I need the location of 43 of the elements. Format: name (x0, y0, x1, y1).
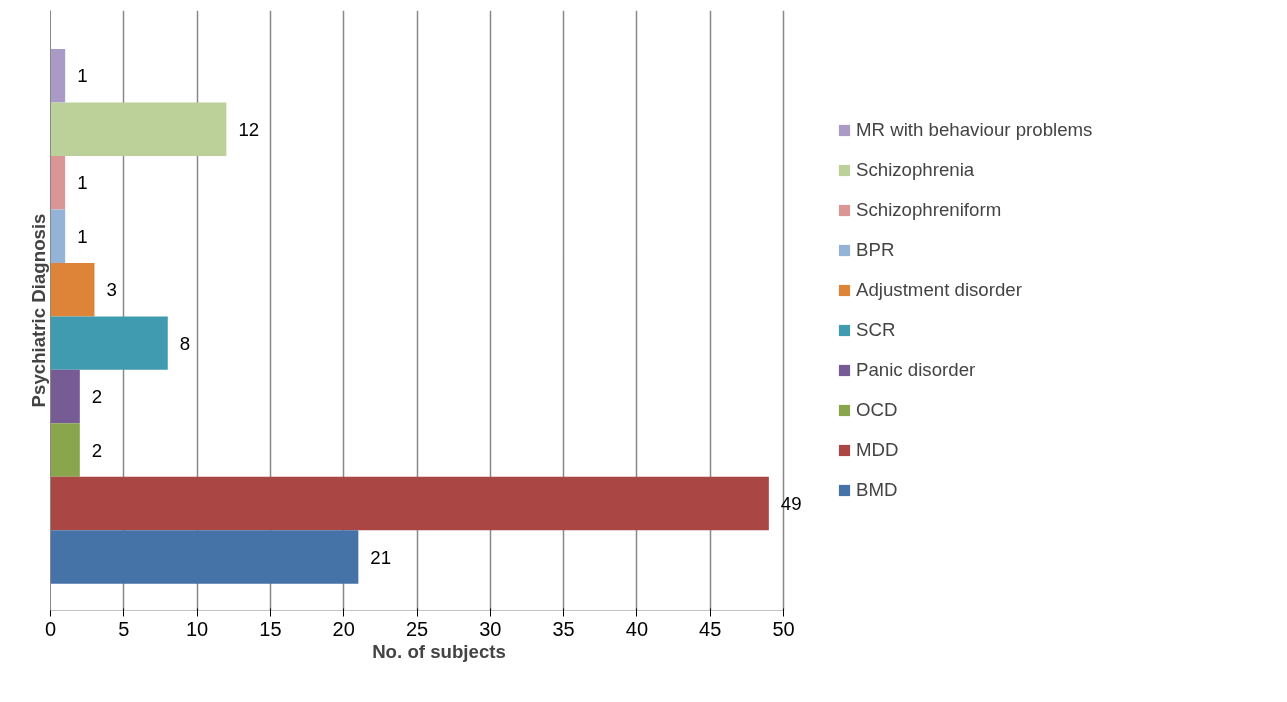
data-label: 49 (780, 493, 802, 515)
legend-label: OCD (856, 399, 898, 421)
data-label: 1 (77, 65, 88, 87)
legend-label: MR with behaviour problems (856, 119, 1093, 141)
data-label: 12 (238, 118, 260, 140)
data-label: 2 (91, 386, 103, 408)
x-tick-label: 25 (405, 617, 429, 640)
legend-label: MDD (856, 439, 899, 461)
legend-label: BMD (856, 479, 898, 501)
x-tick-label: 15 (259, 617, 282, 640)
x-tick-label: 20 (332, 617, 355, 640)
x-tick-label: 30 (479, 617, 502, 640)
legend-label: Schizophrenia (856, 159, 975, 181)
y-axis-title: Psychiatric Diagnosis (27, 213, 49, 408)
data-label: 21 (370, 546, 392, 568)
data-label: 8 (179, 332, 191, 354)
bar (50, 209, 66, 263)
bar (50, 423, 80, 477)
x-tick-label: 45 (699, 617, 722, 640)
legend-label: SCR (856, 319, 896, 341)
data-label: 1 (77, 172, 88, 194)
bar (50, 476, 769, 531)
legend-label: Schizophreniform (856, 199, 1002, 221)
x-tick-label: 10 (185, 617, 209, 640)
bar (50, 530, 359, 584)
x-axis-title: No. of subjects (372, 640, 506, 662)
data-label: 2 (91, 439, 103, 461)
bar (50, 102, 227, 156)
data-label: 3 (106, 279, 117, 301)
bar (50, 316, 168, 370)
bar (50, 369, 80, 424)
legend-label: Panic disorder (856, 359, 976, 381)
data-label: 1 (77, 225, 88, 247)
x-tick-label: 40 (625, 617, 649, 640)
x-tick-label: 50 (772, 617, 795, 640)
bar (50, 155, 66, 210)
legend-label: BPR (856, 239, 895, 261)
bar (50, 262, 95, 317)
legend-label: Adjustment disorder (856, 279, 1022, 301)
x-tick-label: 0 (44, 617, 57, 640)
x-tick-label: 5 (118, 617, 130, 640)
bar (50, 49, 66, 103)
x-tick-label: 35 (552, 617, 575, 640)
